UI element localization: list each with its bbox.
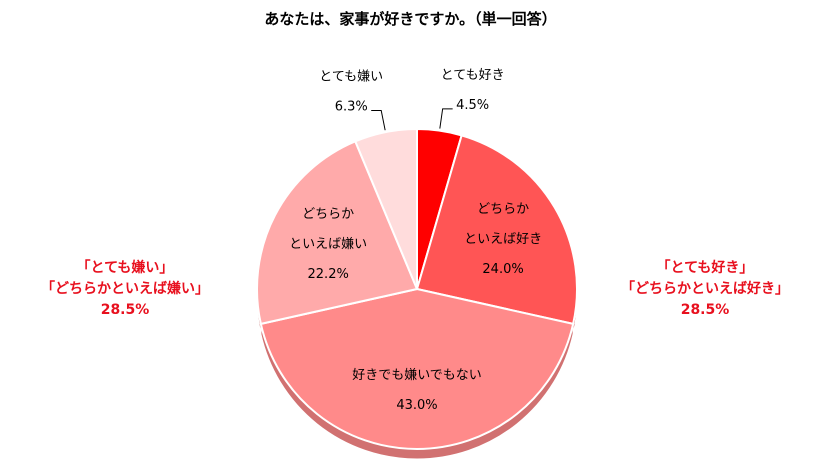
chart-title: あなたは、家事が好きですか。（単一回答） — [264, 10, 557, 28]
dislike-group-label: 「とても嫌い」 「どちらかといえば嫌い」 28.5% — [20, 258, 230, 321]
slice-label-3: どちらかといえば嫌い 22.2% — [289, 207, 367, 282]
pie-slice-1 — [415, 134, 578, 326]
leader-line-0 — [439, 108, 453, 129]
slice-label-1: どちらかといえば好き 24.0% — [464, 202, 542, 277]
pie-slice-3 — [256, 140, 419, 326]
slice-label-4: とても嫌い 6.3% — [319, 70, 383, 115]
pie-slice-4 — [353, 127, 418, 290]
dislike-group-line2: 「どちらかといえば嫌い」 — [41, 281, 209, 297]
pie-slice-2 — [259, 287, 575, 451]
slice-label-0: とても好き 4.5% — [441, 68, 505, 113]
like-group-value: 28.5% — [680, 302, 730, 318]
like-group-label: 「とても好き」 「どちらかといえば好き」 28.5% — [600, 258, 810, 321]
dislike-group-value: 28.5% — [100, 302, 150, 318]
dislike-group-line1: 「とても嫌い」 — [76, 260, 174, 276]
slice-label-2: 好きでも嫌いでもない 43.0% — [352, 368, 482, 413]
like-group-line1: 「とても好き」 — [656, 260, 754, 276]
leader-line-4 — [371, 110, 386, 131]
like-group-line2: 「どちらかといえば好き」 — [621, 281, 789, 297]
